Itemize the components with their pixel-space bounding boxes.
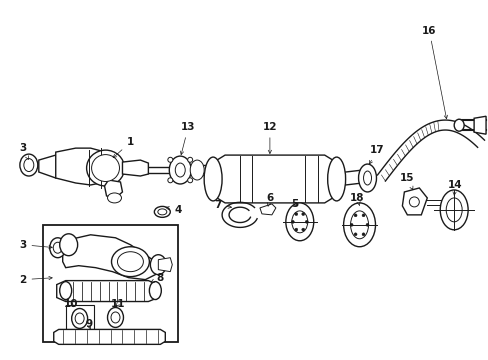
Ellipse shape — [149, 282, 161, 300]
Circle shape — [301, 212, 304, 216]
Ellipse shape — [20, 154, 38, 176]
Text: 4: 4 — [165, 205, 182, 215]
Circle shape — [301, 228, 304, 231]
Ellipse shape — [53, 242, 62, 253]
Text: 12: 12 — [262, 122, 277, 153]
Ellipse shape — [72, 309, 87, 328]
Circle shape — [353, 214, 356, 217]
Text: 16: 16 — [421, 26, 447, 119]
Ellipse shape — [350, 211, 368, 239]
Circle shape — [305, 220, 307, 223]
Ellipse shape — [111, 247, 149, 276]
Text: 3: 3 — [19, 240, 52, 250]
Ellipse shape — [190, 160, 203, 180]
Circle shape — [408, 197, 419, 207]
Ellipse shape — [439, 190, 467, 230]
Ellipse shape — [343, 203, 375, 247]
Ellipse shape — [169, 156, 191, 184]
Ellipse shape — [60, 282, 72, 300]
Ellipse shape — [363, 171, 371, 185]
Polygon shape — [212, 155, 337, 203]
Ellipse shape — [50, 238, 65, 258]
Ellipse shape — [327, 157, 345, 201]
Text: 10: 10 — [63, 298, 78, 309]
Bar — [65, 305, 93, 332]
Ellipse shape — [453, 119, 463, 131]
Text: 17: 17 — [368, 145, 384, 164]
Ellipse shape — [150, 255, 166, 275]
Text: 7: 7 — [214, 200, 231, 210]
Circle shape — [294, 228, 297, 231]
Ellipse shape — [154, 206, 170, 217]
Circle shape — [294, 212, 297, 216]
Ellipse shape — [91, 154, 119, 181]
Ellipse shape — [175, 163, 185, 177]
Polygon shape — [57, 280, 158, 302]
Circle shape — [291, 220, 294, 223]
Polygon shape — [473, 116, 485, 134]
Bar — [42, 225, 178, 342]
Circle shape — [187, 178, 192, 183]
Polygon shape — [62, 235, 160, 280]
Text: 2: 2 — [19, 275, 52, 285]
Ellipse shape — [203, 157, 222, 201]
Text: 6: 6 — [266, 193, 273, 206]
Ellipse shape — [75, 313, 84, 324]
Circle shape — [366, 223, 368, 226]
Text: 8: 8 — [151, 273, 163, 283]
Ellipse shape — [86, 150, 124, 186]
Ellipse shape — [446, 198, 461, 222]
Polygon shape — [56, 148, 128, 185]
Circle shape — [167, 178, 172, 183]
Text: 9: 9 — [85, 319, 92, 329]
Polygon shape — [122, 160, 148, 176]
Circle shape — [361, 214, 364, 217]
Ellipse shape — [158, 209, 166, 215]
Circle shape — [353, 233, 356, 236]
Ellipse shape — [107, 193, 121, 203]
Ellipse shape — [24, 159, 34, 171]
Circle shape — [167, 157, 172, 162]
Circle shape — [187, 157, 192, 162]
Text: 13: 13 — [180, 122, 195, 155]
Polygon shape — [402, 188, 427, 215]
Polygon shape — [158, 258, 172, 272]
Ellipse shape — [285, 203, 313, 241]
Ellipse shape — [107, 307, 123, 328]
Text: 5: 5 — [290, 199, 298, 209]
Polygon shape — [104, 180, 122, 198]
Polygon shape — [260, 204, 275, 215]
Circle shape — [361, 233, 364, 236]
Circle shape — [349, 223, 352, 226]
Ellipse shape — [60, 234, 78, 256]
Text: 15: 15 — [399, 173, 414, 190]
Ellipse shape — [291, 211, 307, 233]
Text: 14: 14 — [447, 180, 462, 195]
Text: 1: 1 — [113, 137, 134, 158]
Text: 3: 3 — [19, 143, 28, 159]
Ellipse shape — [117, 252, 143, 272]
Ellipse shape — [111, 312, 120, 323]
Text: 11: 11 — [111, 298, 125, 309]
Text: 18: 18 — [349, 193, 364, 206]
Ellipse shape — [358, 164, 376, 192]
Polygon shape — [39, 152, 65, 178]
Polygon shape — [54, 329, 165, 345]
